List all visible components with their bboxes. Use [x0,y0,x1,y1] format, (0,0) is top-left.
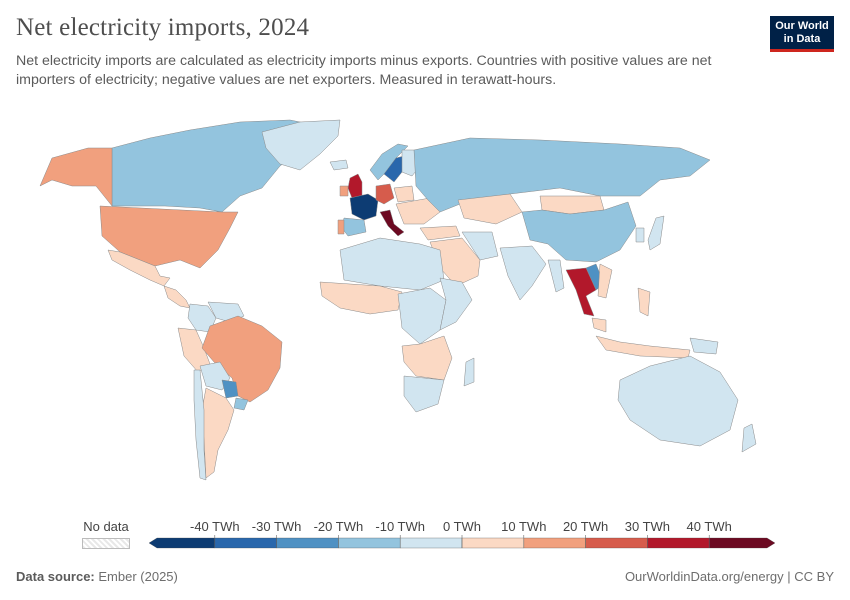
region-kazakhstan[interactable] [457,193,523,225]
region-china[interactable] [521,201,637,263]
legend-bin-1[interactable] [214,537,277,549]
legend-tick-label: -30 TWh [252,519,302,534]
logo-line-1: Our World [775,20,829,32]
region-west-africa[interactable] [319,281,403,315]
region-ireland[interactable] [339,185,349,197]
region-united-states[interactable] [99,205,239,269]
region-germany[interactable] [375,183,395,205]
region-poland[interactable] [393,185,415,203]
region-france[interactable] [349,193,379,221]
region-australia[interactable] [617,355,739,447]
data-source: Data source: Ember (2025) [16,569,178,584]
legend-bin-8[interactable] [647,537,710,549]
region-spain[interactable] [341,217,367,237]
region-united-kingdom[interactable] [347,173,363,199]
region-north-africa[interactable] [339,237,445,291]
logo-line-2: in Data [783,32,821,45]
legend-tick-label: 30 TWh [625,519,670,534]
region-east-africa[interactable] [439,277,473,331]
no-data-swatch [82,538,130,549]
region-greenland[interactable] [261,119,341,171]
region-madagascar[interactable] [463,357,475,387]
region-paraguay[interactable] [221,379,239,399]
region-central-america[interactable] [163,285,191,309]
region-japan[interactable] [647,215,665,251]
region-turkey[interactable] [419,225,461,241]
legend-tick-label: -10 TWh [375,519,425,534]
source-label: Data source: [16,569,95,584]
region-malaysia[interactable] [591,317,607,333]
legend-tick-label: 10 TWh [501,519,546,534]
no-data-label: No data [83,519,129,534]
region-uruguay[interactable] [233,397,249,411]
legend-tick-label: -40 TWh [190,519,240,534]
chart-title: Net electricity imports, 2024 [16,14,310,41]
region-italy[interactable] [379,209,405,237]
legend-bin-5[interactable] [461,537,524,549]
region-korea[interactable] [635,227,645,243]
legend-bin-2[interactable] [276,537,339,549]
legend-tick-label: -20 TWh [314,519,364,534]
world-map [39,119,757,481]
region-iran[interactable] [461,231,499,261]
region-portugal[interactable] [337,219,345,235]
region-brazil[interactable] [201,315,283,403]
owid-logo[interactable]: Our World in Data [770,16,834,52]
region-central-africa[interactable] [397,287,447,345]
legend-tick-label: 0 TWh [443,519,481,534]
region-southern-africa[interactable] [401,335,453,381]
region-myanmar[interactable] [547,259,565,293]
region-eastern-europe[interactable] [395,197,441,225]
region-argentina[interactable] [201,387,235,479]
chart-subtitle: Net electricity imports are calculated a… [16,53,712,88]
legend-no-data: No data [82,519,130,549]
region-mexico[interactable] [107,249,171,287]
legend-bin-4[interactable] [400,537,463,549]
region-alaska[interactable] [39,147,113,207]
region-papua-new-guinea[interactable] [689,337,719,355]
legend-bin-9[interactable] [709,537,775,549]
source-value[interactable]: Ember (2025) [98,569,178,584]
legend-bin-0[interactable] [148,537,215,549]
legend-tick-label: 40 TWh [687,519,732,534]
legend-bin-7[interactable] [585,537,648,549]
region-new-zealand[interactable] [741,423,757,453]
region-indonesia[interactable] [595,335,691,359]
region-south-africa[interactable] [403,375,445,413]
legend-bin-3[interactable] [338,537,401,549]
color-legend: -40 TWh -30 TWh -20 TWh -10 TWh 0 TWh 10 TWh 2… [148,519,775,549]
legend-tick-label: 20 TWh [563,519,608,534]
region-philippines[interactable] [637,287,651,317]
region-thailand[interactable] [565,267,597,317]
footer-url[interactable]: OurWorldinData.org/energy | CC BY [624,569,834,584]
region-chile[interactable] [193,369,207,481]
region-india[interactable] [499,245,547,301]
region-russia[interactable] [413,137,711,213]
region-iceland[interactable] [329,159,349,171]
region-vietnam[interactable] [597,263,613,299]
legend-bin-6[interactable] [523,537,586,549]
